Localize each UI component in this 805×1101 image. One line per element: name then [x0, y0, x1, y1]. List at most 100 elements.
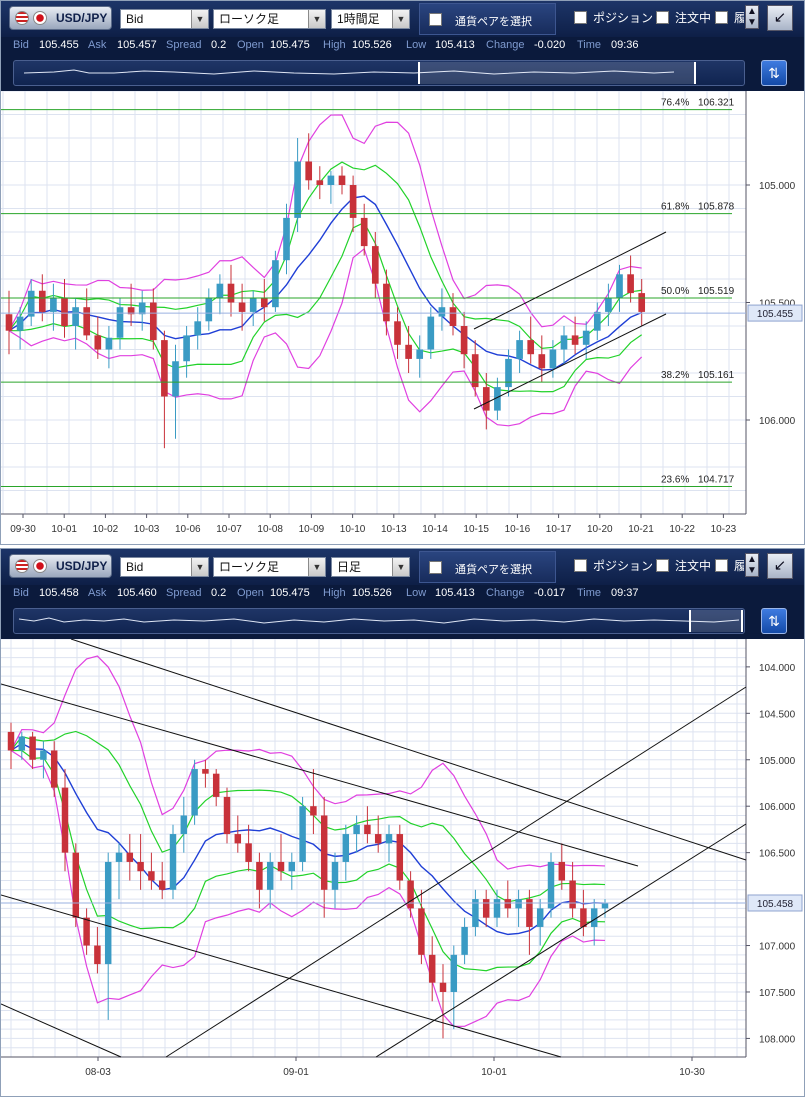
chevron-down-icon: ▼ — [392, 10, 409, 28]
chart-toolbar: USD/JPY Bid ▼ ローソク足 ▼ 日足 ▼ 通貨ペアを選択 ポジション… — [1, 549, 804, 585]
trend-line-upper-2 — [70, 638, 747, 861]
navigator-selection[interactable] — [418, 62, 696, 84]
candle-body — [212, 773, 220, 797]
candle-body — [364, 824, 371, 835]
price-type-select[interactable]: Bid ▼ — [120, 9, 209, 29]
navigator-selection[interactable] — [689, 610, 743, 632]
candle-body — [277, 861, 285, 872]
time-label: Time — [577, 587, 602, 599]
candle-body — [72, 307, 79, 326]
candle-body — [310, 806, 317, 816]
navigator-track[interactable] — [13, 608, 745, 634]
change-label: Change — [486, 587, 525, 599]
candle-body — [327, 175, 335, 185]
pair-select-button[interactable]: 通貨ペアを選択 — [419, 3, 556, 35]
candle-body — [161, 340, 168, 397]
x-tick-label: 10-09 — [299, 524, 325, 535]
candle-body — [549, 349, 557, 369]
candle-body — [205, 297, 213, 322]
candle-body — [94, 945, 101, 965]
candle-body — [396, 834, 404, 881]
x-tick-label: 10-22 — [669, 524, 695, 535]
pair-select-button[interactable]: 通貨ペアを選択 — [419, 551, 556, 583]
fibonacci-price-label: 105.878 — [698, 202, 735, 213]
spread-value: 0.2 — [211, 587, 227, 599]
timeframe-select[interactable]: 1時間足 ▼ — [331, 9, 410, 29]
history-checkbox[interactable] — [715, 559, 728, 572]
moving-average-line — [8, 195, 642, 371]
y-tick-label: 104.000 — [759, 663, 796, 674]
candle-body — [547, 861, 555, 909]
bollinger-band-2sigma — [10, 749, 606, 1027]
open-label: Open — [237, 587, 264, 599]
candle-body — [371, 246, 379, 284]
candle-body — [405, 344, 412, 359]
candle-body — [127, 307, 135, 315]
open-label: Open — [237, 39, 264, 51]
open-value: 105.475 — [270, 587, 310, 599]
symbol-button[interactable]: USD/JPY — [9, 554, 112, 578]
chart-type-select[interactable]: ローソク足 ▼ — [213, 557, 326, 577]
pair-select-checkbox[interactable] — [429, 13, 442, 26]
candle-body — [158, 880, 166, 890]
navigator-track[interactable] — [13, 60, 745, 86]
candle-body — [407, 880, 414, 909]
candle-body — [427, 316, 435, 350]
symbol-label: USD/JPY — [56, 11, 108, 25]
position-checkbox[interactable] — [574, 11, 587, 24]
x-tick-label: 10-20 — [587, 524, 613, 535]
x-tick-label: 10-10 — [340, 524, 366, 535]
chart-area[interactable]: 108.000 107.500 107.000 106.500 106.000 105.0… — [0, 638, 804, 1096]
y-tick-label: 106.500 — [759, 849, 796, 860]
navigator-bar: ⇅ — [1, 603, 804, 639]
collapse-icon[interactable]: ↙ — [767, 553, 793, 579]
low-value: 105.413 — [435, 587, 475, 599]
current-price-tag: 105.455 — [757, 309, 794, 320]
position-checkbox[interactable] — [574, 559, 587, 572]
chart-type-value: ローソク足 — [219, 560, 280, 574]
channel-line-steep-2 — [375, 823, 747, 1058]
candle-body — [316, 180, 324, 185]
y-tick-label: 107.500 — [759, 988, 796, 999]
high-label: High — [323, 39, 346, 51]
hourly-candlestick-chart[interactable]: 106.000 105.500 105.000 09-30 10-01 10-02 10-0… — [1, 90, 804, 544]
chart-type-select[interactable]: ローソク足 ▼ — [213, 9, 326, 29]
symbol-button[interactable]: USD/JPY — [9, 6, 112, 30]
candle-body — [227, 283, 235, 303]
candle-body — [558, 861, 566, 881]
scroll-arrows-icon[interactable]: ▲ ▼ — [745, 5, 759, 29]
pair-select-label: 通貨ペアを選択 — [455, 16, 532, 28]
candle-body — [169, 834, 177, 890]
time-label: Time — [577, 39, 602, 51]
candle-body — [482, 387, 490, 411]
orders-checkbox[interactable] — [656, 11, 669, 24]
fibonacci-percent-label: 76.4% — [661, 98, 689, 109]
price-type-select[interactable]: Bid ▼ — [120, 557, 209, 577]
pair-select-checkbox[interactable] — [429, 561, 442, 574]
scroll-arrows-icon[interactable]: ▲ ▼ — [745, 553, 759, 577]
candle-body — [320, 815, 328, 890]
chart-area[interactable]: 106.000 105.500 105.000 09-30 10-01 10-02 10-0… — [1, 90, 804, 544]
candle-body — [83, 307, 91, 336]
timeframe-select[interactable]: 日足 ▼ — [331, 557, 410, 577]
candle-body — [353, 824, 360, 835]
candle-body — [105, 337, 113, 350]
navigator-sparkline — [23, 69, 675, 75]
candle-body — [526, 899, 533, 927]
expand-arrows-icon[interactable]: ⇅ — [761, 608, 787, 634]
candle-body — [605, 297, 612, 312]
x-tick-label: 10-07 — [216, 524, 242, 535]
quote-bar: Bid 105.458 Ask 105.460 Spread 0.2 Open … — [1, 585, 804, 603]
daily-candlestick-chart[interactable]: 108.000 107.500 107.000 106.500 106.000 105.0… — [0, 638, 804, 1096]
history-checkbox[interactable] — [715, 11, 728, 24]
y-tick-label: 105.000 — [759, 756, 796, 767]
candle-body — [601, 902, 609, 909]
y-tick-label: 104.500 — [759, 709, 796, 720]
price-type-value: Bid — [126, 560, 144, 574]
spread-value: 0.2 — [211, 39, 227, 51]
orders-checkbox[interactable] — [656, 559, 669, 572]
candle-body — [569, 880, 576, 909]
collapse-icon[interactable]: ↙ — [767, 5, 793, 31]
x-tick-label: 10-02 — [93, 524, 119, 535]
expand-arrows-icon[interactable]: ⇅ — [761, 60, 787, 86]
